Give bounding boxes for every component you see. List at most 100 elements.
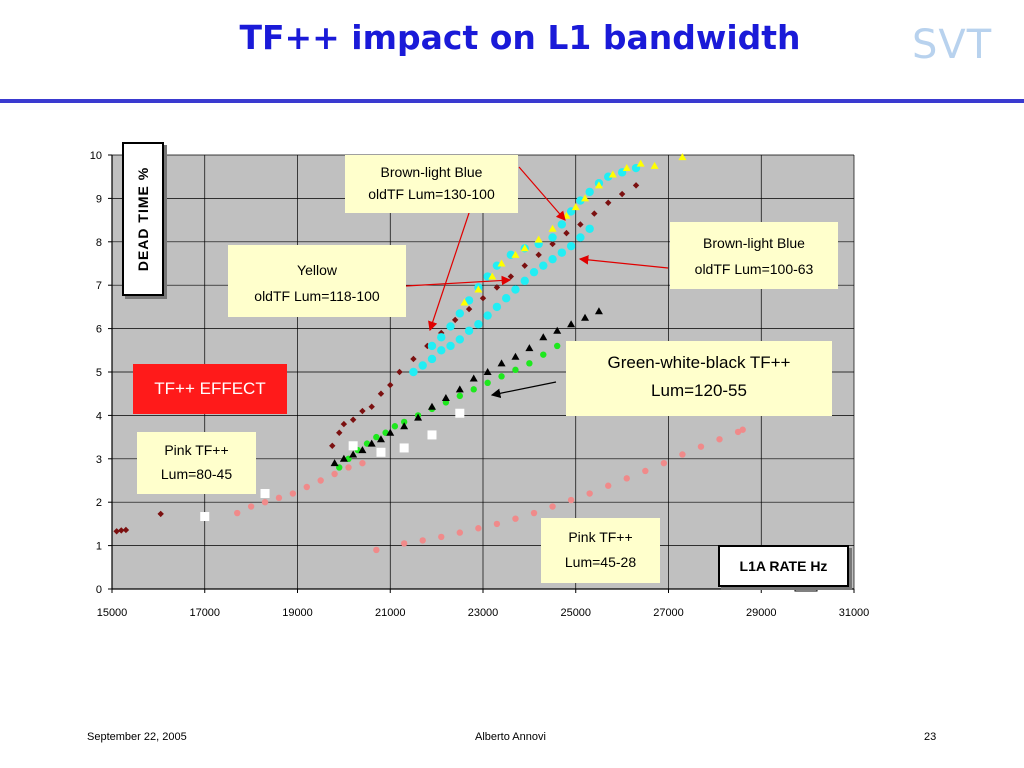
- white-point: [200, 512, 210, 522]
- green-point: [540, 351, 547, 358]
- yellow-point: [608, 170, 617, 178]
- callout-text-line2: oldTF Lum=130-100: [368, 186, 495, 202]
- annotation-arrow: [428, 209, 471, 332]
- pink-point: [234, 509, 241, 517]
- yellow-point: [520, 244, 529, 252]
- light-blue-point: [409, 367, 418, 377]
- pink-point: [289, 490, 297, 497]
- light-blue-point: [418, 361, 427, 370]
- pink-point: [261, 499, 269, 506]
- light-blue-point: [427, 354, 437, 364]
- callout-text-line1: Pink TF++: [568, 529, 633, 545]
- green-point: [498, 373, 505, 380]
- pink-point: [679, 451, 686, 458]
- black-point: [358, 446, 367, 454]
- pink-point: [359, 459, 366, 467]
- y-axis-label: DEAD TIME %: [122, 142, 164, 296]
- pink-point: [400, 540, 408, 547]
- black-point: [539, 333, 548, 341]
- x-tick-label: 27000: [653, 607, 684, 619]
- black-point: [339, 454, 348, 462]
- light-blue-point: [492, 261, 502, 270]
- pink-point: [275, 494, 283, 502]
- brown-point: [632, 182, 640, 189]
- light-blue-point: [585, 224, 594, 233]
- brown-point: [340, 420, 348, 428]
- green-point: [554, 342, 561, 350]
- brown-point: [336, 429, 343, 436]
- brown-point: [549, 240, 556, 248]
- y-tick-label: 0: [96, 584, 102, 596]
- light-blue-point: [576, 196, 585, 205]
- brown-point: [605, 199, 612, 206]
- brown-point: [157, 510, 164, 518]
- light-blue-point: [474, 320, 483, 329]
- green-point: [456, 392, 464, 400]
- annotation-arrow: [578, 255, 669, 269]
- pink-point: [331, 470, 338, 478]
- brown-point: [387, 381, 394, 389]
- annotation-arrow: [518, 166, 566, 221]
- brown-point: [493, 284, 501, 291]
- green-point: [470, 386, 477, 393]
- pink-point: [605, 482, 612, 489]
- pink-point: [549, 503, 556, 510]
- brown-point: [577, 221, 584, 228]
- yellow-point: [581, 194, 590, 202]
- y-tick-label: 10: [90, 150, 102, 162]
- yellow-point: [636, 159, 645, 167]
- yellow-point: [474, 285, 483, 293]
- yellow-point: [488, 272, 497, 280]
- x-axis-label: L1A RATE Hz: [718, 545, 849, 587]
- slide-title: TF++ impact on L1 bandwidth: [239, 18, 801, 57]
- pink-point: [739, 426, 746, 433]
- yellow-point: [497, 259, 506, 267]
- x-tick-label: 31000: [839, 607, 870, 619]
- black-point: [376, 435, 385, 443]
- footer-author: Alberto Annovi: [475, 731, 546, 743]
- black-point: [427, 402, 436, 410]
- light-blue-point: [511, 285, 520, 294]
- light-blue-point: [529, 267, 539, 277]
- brown-point: [122, 526, 130, 534]
- light-blue-point: [437, 333, 446, 342]
- black-point: [441, 394, 450, 402]
- x-tick-label: 29000: [746, 607, 777, 619]
- callout-text-line1: Green-white-black TF++: [607, 353, 791, 372]
- pink-point: [567, 496, 575, 504]
- black-point: [367, 439, 376, 447]
- brown-point: [521, 262, 528, 269]
- brown-point: [377, 390, 385, 397]
- black-point: [581, 313, 590, 321]
- light-blue-point: [464, 326, 474, 335]
- callout-text-line2: Lum=120-55: [651, 381, 747, 400]
- brown-point: [410, 355, 417, 363]
- callout-text-line2: oldTF Lum=118-100: [254, 288, 380, 304]
- light-blue-point: [427, 341, 437, 351]
- light-blue-point: [604, 172, 613, 181]
- black-point: [386, 428, 395, 436]
- yellow-point: [622, 164, 631, 172]
- pink-point: [716, 436, 723, 443]
- brown-point: [118, 527, 125, 534]
- callout-text-line1: Brown-light Blue: [380, 164, 483, 180]
- black-point: [330, 459, 339, 467]
- black-point: [511, 352, 520, 360]
- light-blue-point: [455, 335, 465, 344]
- yellow-point: [594, 181, 603, 189]
- white-point: [455, 408, 465, 418]
- brown-point: [563, 229, 570, 237]
- yellow-point: [534, 235, 543, 243]
- y-tick-label: 5: [96, 367, 102, 379]
- black-point: [455, 385, 464, 393]
- yellow-point: [548, 224, 557, 232]
- green-point: [526, 360, 533, 367]
- light-blue-point: [492, 302, 502, 312]
- callout-pink-2: Pink TF++ Lum=45-28: [541, 518, 660, 583]
- x-tick-label: 17000: [189, 607, 220, 619]
- brown-point: [368, 403, 375, 410]
- pink-point: [456, 529, 464, 536]
- green-point: [484, 379, 491, 387]
- pink-point: [475, 525, 482, 532]
- brown-point: [618, 190, 626, 198]
